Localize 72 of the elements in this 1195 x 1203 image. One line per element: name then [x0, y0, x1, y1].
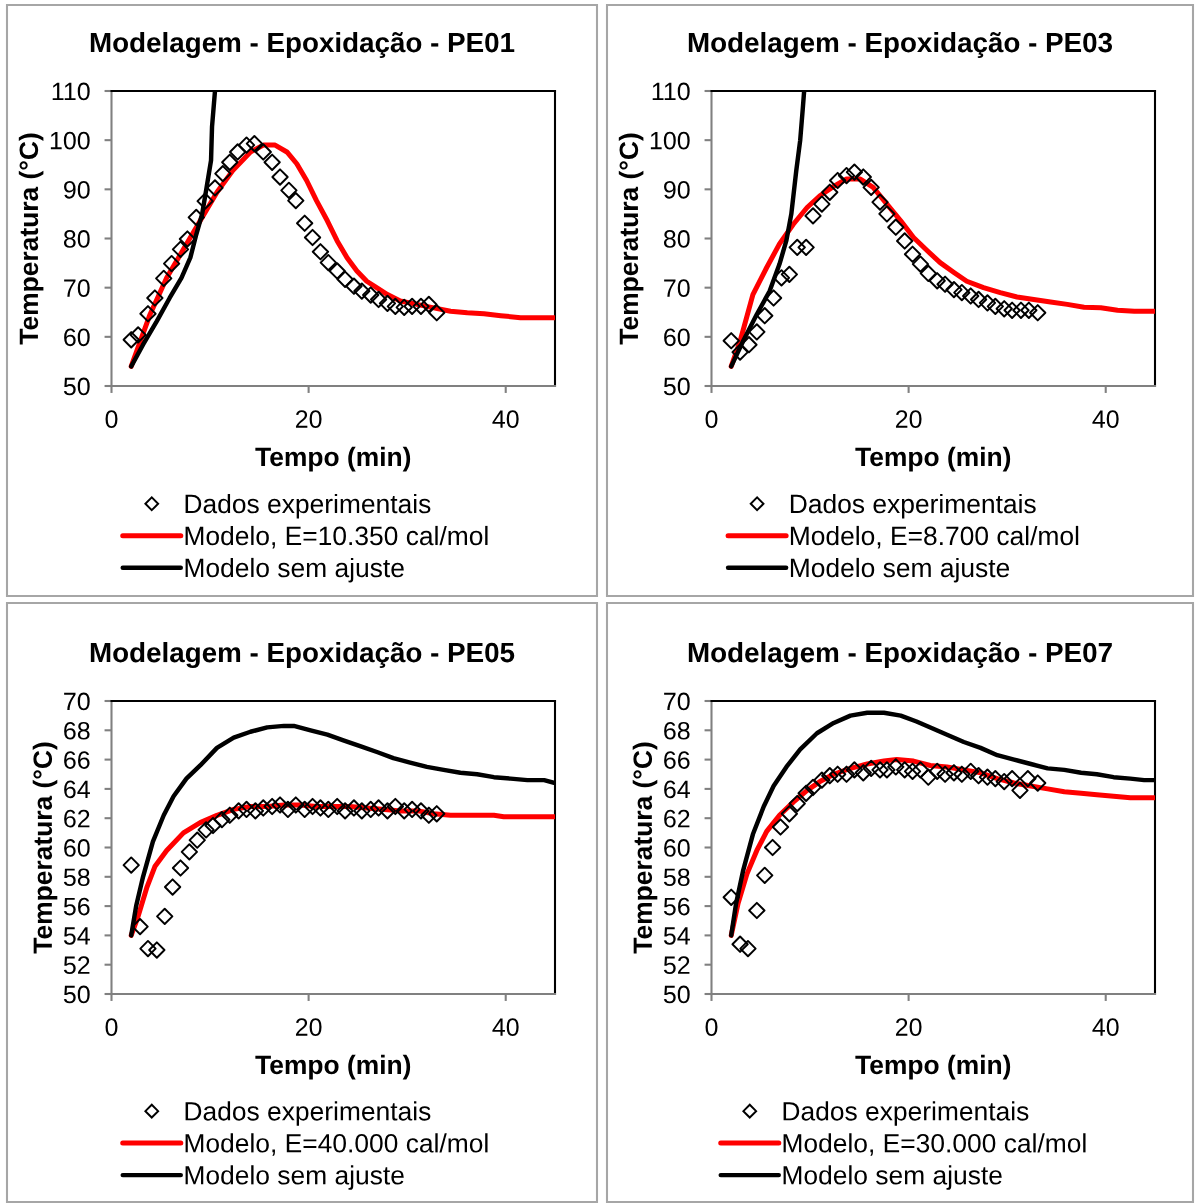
y-tick-label: 60	[664, 328, 690, 347]
x-tick-label: 0	[105, 410, 118, 428]
chart-title: Modelagem - Epoxidação - PE07	[688, 641, 1112, 668]
legend-label: Dados experimentais	[790, 493, 1036, 519]
y-tick-label: 60	[64, 839, 90, 857]
y-tick-label: 70	[64, 279, 90, 297]
y-tick-label: 68	[64, 721, 90, 740]
y-tick-label: 62	[664, 809, 690, 828]
y-tick-label: 50	[63, 985, 90, 1004]
x-tick-label: 40	[1092, 1018, 1119, 1036]
y-axis-title: Temperatura (°C)	[32, 742, 58, 954]
y-tick-label: 56	[63, 897, 90, 916]
x-tick-label: 0	[105, 1018, 118, 1036]
legend-label: Modelo sem ajuste	[185, 557, 404, 583]
y-tick-label: 66	[664, 751, 690, 769]
y-tick-label: 60	[664, 839, 690, 857]
y-tick-label: 50	[663, 377, 690, 396]
y-tick-label: 110	[652, 82, 690, 101]
y-tick-label: 90	[664, 180, 690, 199]
y-tick-label: 64	[64, 780, 90, 799]
legend-label: Dados experimentais	[185, 493, 431, 519]
legend-label: Modelo, E=30.000 cal/mol	[783, 1133, 1086, 1156]
y-tick-label: 58	[663, 868, 690, 887]
legend-label: Modelo sem ajuste	[790, 557, 1010, 583]
legend-label: Modelo sem ajuste	[783, 1165, 1002, 1190]
x-tick-label: 40	[492, 1018, 519, 1036]
y-tick-label: 60	[64, 328, 90, 347]
x-tick-label: 0	[705, 1018, 718, 1036]
x-tick-label: 20	[895, 1018, 922, 1036]
x-tick-label: 40	[492, 410, 519, 428]
x-tick-label: 20	[895, 410, 922, 428]
x-axis-title: Tempo (min)	[855, 446, 1011, 472]
y-tick-label: 52	[63, 956, 90, 974]
chart-title: Modelagem - Epoxidação - PE01	[90, 31, 515, 58]
y-tick-label: 100	[650, 131, 690, 150]
legend-label: Modelo sem ajuste	[185, 1165, 404, 1190]
legend-label: Dados experimentais	[185, 1101, 431, 1126]
y-tick-label: 70	[64, 692, 90, 711]
x-tick-label: 20	[295, 1018, 322, 1036]
y-tick-label: 110	[52, 82, 90, 101]
y-tick-label: 54	[663, 927, 690, 945]
y-tick-label: 56	[663, 897, 690, 916]
x-axis-title: Tempo (min)	[255, 1054, 411, 1080]
legend-label: Modelo, E=10.350 cal/mol	[185, 525, 488, 549]
legend-label: Modelo, E=40.000 cal/mol	[185, 1133, 488, 1156]
y-axis-title: Temperatura (°C)	[18, 133, 44, 345]
y-tick-label: 90	[64, 180, 90, 199]
legend-label: Dados experimentais	[783, 1101, 1029, 1126]
x-tick-label: 40	[1092, 410, 1119, 428]
y-tick-label: 100	[50, 131, 90, 150]
y-tick-label: 68	[664, 721, 690, 740]
legend-label: Modelo, E=8.700 cal/mol	[790, 525, 1079, 549]
y-tick-label: 50	[63, 377, 90, 396]
y-tick-label: 52	[663, 956, 690, 974]
x-axis-title: Tempo (min)	[255, 446, 411, 472]
x-axis-title: Tempo (min)	[855, 1054, 1011, 1080]
x-tick-label: 0	[705, 410, 718, 428]
y-tick-label: 54	[63, 927, 90, 945]
y-tick-label: 64	[664, 780, 690, 799]
y-tick-label: 50	[663, 985, 690, 1004]
chart-title: Modelagem - Epoxidação - PE03	[688, 31, 1113, 58]
y-tick-label: 58	[63, 868, 90, 887]
chart-title: Modelagem - Epoxidação - PE05	[90, 641, 515, 668]
y-axis-title: Temperatura (°C)	[632, 742, 658, 954]
y-tick-label: 80	[63, 230, 90, 248]
y-tick-label: 80	[663, 230, 690, 248]
y-axis-title: Temperatura (°C)	[618, 133, 644, 345]
x-tick-label: 20	[295, 410, 322, 428]
y-tick-label: 66	[64, 751, 90, 769]
y-tick-label: 62	[64, 809, 90, 828]
y-tick-label: 70	[664, 279, 690, 297]
y-tick-label: 70	[664, 692, 690, 711]
